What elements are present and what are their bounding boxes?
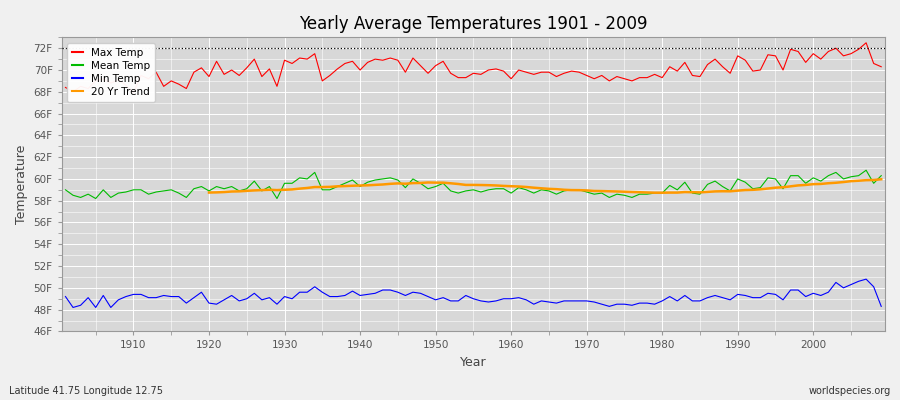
Title: Yearly Average Temperatures 1901 - 2009: Yearly Average Temperatures 1901 - 2009 [299,15,648,33]
Text: Latitude 41.75 Longitude 12.75: Latitude 41.75 Longitude 12.75 [9,386,163,396]
X-axis label: Year: Year [460,356,487,369]
Text: worldspecies.org: worldspecies.org [809,386,891,396]
Y-axis label: Temperature: Temperature [15,145,28,224]
Legend: Max Temp, Mean Temp, Min Temp, 20 Yr Trend: Max Temp, Mean Temp, Min Temp, 20 Yr Tre… [67,42,155,102]
